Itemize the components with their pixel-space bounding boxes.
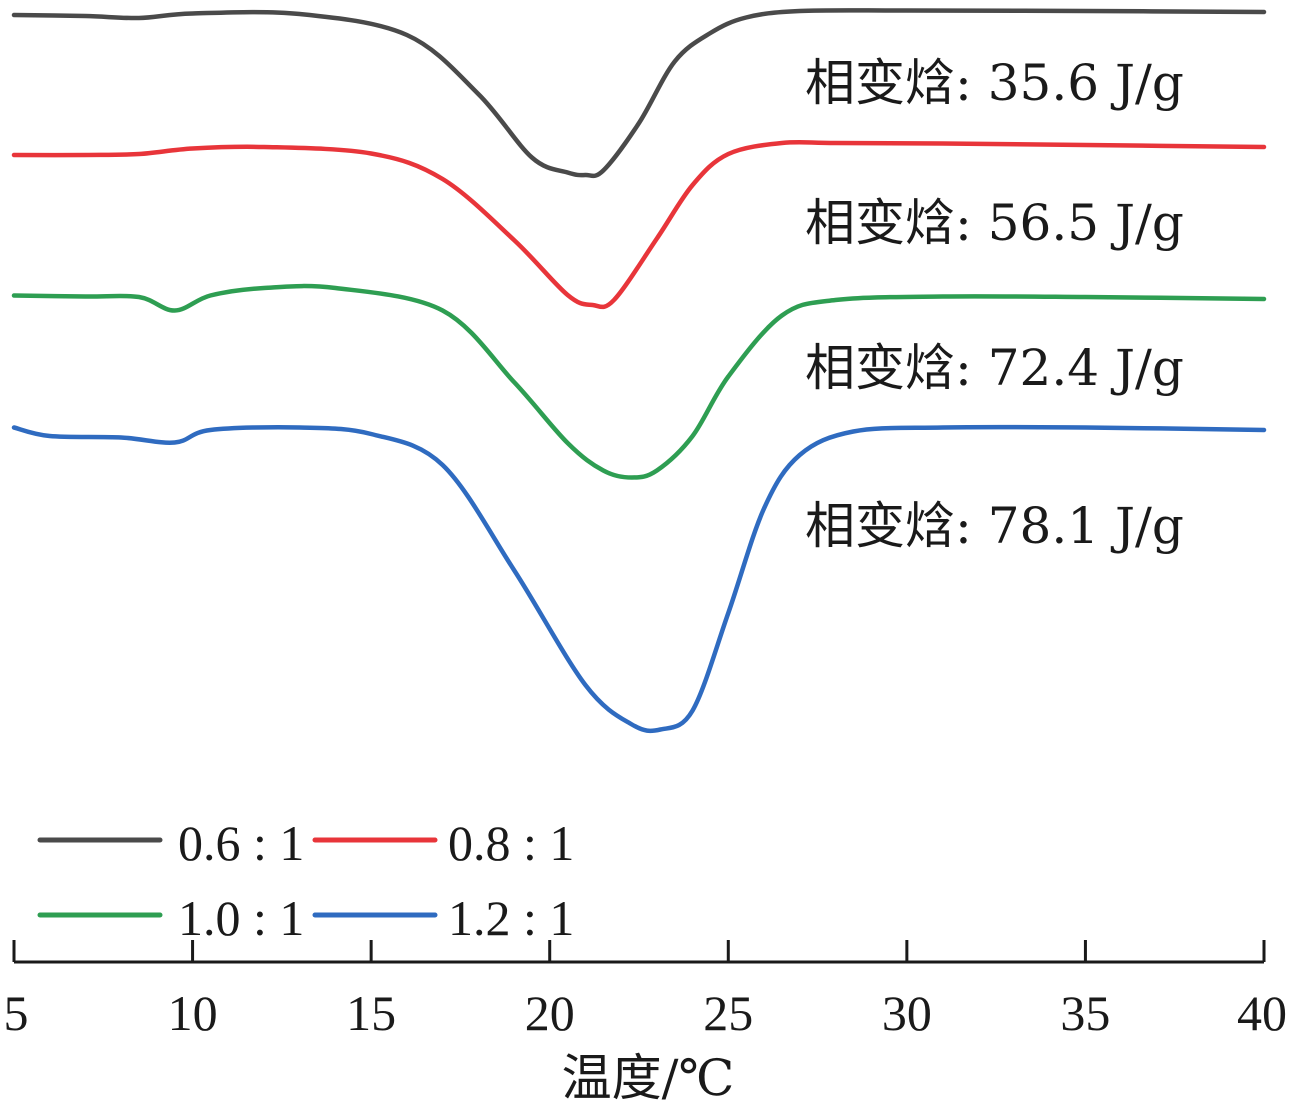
curve-0.8-1 — [11, 139, 1267, 310]
x-tick-label-30: 30 — [882, 985, 932, 1041]
legend-label-0.6-1: 0.6 : 1 — [178, 815, 304, 871]
legend: 0.6 : 1 0.8 : 1 1.0 : 1 1.2 : 1 — [37, 815, 574, 946]
annotation-0.8-1: 相变焓: 56.5 J/g — [805, 194, 1184, 252]
legend-label-1.2-1: 1.2 : 1 — [448, 890, 574, 946]
curve-1.0-1 — [11, 283, 1267, 480]
x-tick-label-20: 20 — [525, 985, 575, 1041]
annotation-1.0-1: 相变焓: 72.4 J/g — [805, 339, 1184, 397]
x-tick-label-5: 5 — [4, 985, 29, 1041]
x-ticks — [12, 940, 1266, 962]
x-tick-label-10: 10 — [168, 985, 218, 1041]
x-tick-label-40: 40 — [1237, 985, 1287, 1041]
annotation-0.6-1: 相变焓: 35.6 J/g — [805, 54, 1184, 112]
x-tick-label-15: 15 — [346, 985, 396, 1041]
x-axis: 5 10 15 20 25 30 35 40 温度/℃ — [4, 940, 1288, 1107]
curve-0.6-1 — [11, 8, 1267, 179]
legend-label-1.0-1: 1.0 : 1 — [178, 890, 304, 946]
legend-label-0.8-1: 0.8 : 1 — [448, 815, 574, 871]
x-tick-label-35: 35 — [1060, 985, 1110, 1041]
x-axis-title: 温度/℃ — [562, 1049, 735, 1107]
x-tick-label-25: 25 — [703, 985, 753, 1041]
curves-layer — [11, 8, 1267, 734]
curve-1.2-1 — [11, 424, 1267, 734]
annotation-1.2-1: 相变焓: 78.1 J/g — [805, 497, 1184, 555]
x-tick-labels: 5 10 15 20 25 30 35 40 — [4, 985, 1288, 1041]
annotations-layer: 相变焓: 35.6 J/g 相变焓: 56.5 J/g 相变焓: 72.4 J/… — [805, 54, 1184, 555]
